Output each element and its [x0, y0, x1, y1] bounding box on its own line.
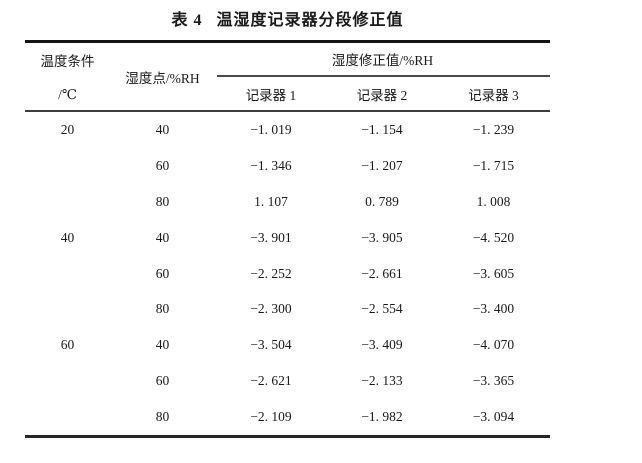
rh-cell: 60 [155, 265, 170, 281]
table-top-rule [25, 40, 550, 43]
rh-cell: 80 [155, 409, 170, 425]
recorder3-cell: −4. 070 [472, 337, 515, 353]
table-row: 80 −2. 300 −2. 554 −3. 400 [25, 291, 550, 327]
header-temp-condition: 温度条件 /℃ [25, 43, 110, 110]
header-recorder-1: 记录器 1 [245, 87, 297, 103]
recorder1-cell: −3. 901 [250, 229, 292, 245]
rh-cell: 60 [155, 157, 170, 173]
header-recorder-2: 记录器 2 [356, 87, 408, 103]
rh-cell: 40 [155, 229, 170, 245]
recorder2-cell: 0. 789 [365, 193, 399, 209]
table-row: 60 40 −3. 504 −3. 409 −4. 070 [25, 327, 550, 363]
table-caption: 表 4 温湿度记录器分段修正值 [25, 6, 550, 30]
rh-cell: 40 [155, 121, 170, 137]
table-row: 60 −2. 252 −2. 661 −3. 605 [25, 256, 550, 292]
recorder3-cell: −3. 365 [472, 373, 515, 389]
recorder2-cell: −1. 207 [361, 157, 403, 173]
recorder2-cell: −3. 409 [361, 337, 403, 353]
recorder3-cell: −4. 520 [472, 229, 515, 245]
recorder1-cell: −3. 504 [250, 337, 292, 353]
temp-cell: 60 [60, 337, 75, 353]
recorder3-cell: −3. 400 [472, 301, 515, 317]
group-header-rule [217, 75, 550, 77]
recorder1-cell: −1. 346 [250, 157, 292, 173]
table-caption-label: 表 4 [171, 12, 203, 29]
recorder2-cell: −1. 154 [361, 121, 403, 137]
table-row: 20 40 −1. 019 −1. 154 −1. 239 [25, 112, 550, 148]
recorder3-cell: −3. 094 [472, 409, 515, 425]
rh-cell: 80 [155, 193, 170, 209]
rh-cell: 80 [155, 301, 170, 317]
recorder1-cell: −1. 019 [250, 121, 292, 137]
rh-cell: 40 [155, 337, 170, 353]
recorder2-cell: −3. 905 [361, 229, 403, 245]
recorder2-cell: −2. 554 [361, 301, 403, 317]
table-body: 20 40 −1. 019 −1. 154 −1. 239 60 −1. 346… [25, 112, 550, 435]
table-caption-title: 温湿度记录器分段修正值 [216, 12, 404, 29]
table-row: 80 −2. 109 −1. 982 −3. 094 [25, 399, 550, 435]
table-row: 60 −1. 346 −1. 207 −1. 715 [25, 148, 550, 184]
recorder2-cell: −1. 982 [361, 409, 403, 425]
table-bottom-rule [25, 435, 550, 438]
recorder3-cell: 1. 008 [476, 193, 511, 209]
recorder2-cell: −2. 661 [361, 265, 403, 281]
data-table: 温度条件 /℃ 湿度点/%RH 湿度修正值/%RH 记录器 1 记录器 2 记录… [25, 40, 550, 438]
recorder3-cell: −1. 715 [472, 157, 515, 173]
header-bottom-rule [25, 110, 550, 112]
recorder3-cell: −1. 239 [472, 121, 515, 137]
header-recorder-3: 记录器 3 [468, 87, 519, 103]
header-correction-group: 湿度修正值/%RH [331, 53, 434, 68]
header-temp-condition-unit: /℃ [58, 87, 77, 102]
table-row: 40 40 −3. 901 −3. 905 −4. 520 [25, 220, 550, 256]
recorder1-cell: −2. 621 [250, 373, 292, 389]
header-humidity-point: 湿度点/%RH [125, 70, 200, 86]
recorder3-cell: −3. 605 [472, 265, 515, 281]
temp-cell: 40 [60, 229, 75, 245]
recorder2-cell: −2. 133 [361, 373, 403, 389]
table-row: 80 1. 107 0. 789 1. 008 [25, 184, 550, 220]
recorder1-cell: −2. 300 [250, 301, 292, 317]
temp-cell: 20 [60, 121, 75, 137]
table-row: 60 −2. 621 −2. 133 −3. 365 [25, 363, 550, 399]
recorder1-cell: 1. 107 [254, 193, 288, 209]
header-temp-condition-line1: 温度条件 [40, 54, 95, 69]
recorder1-cell: −2. 109 [250, 409, 292, 425]
recorder1-cell: −2. 252 [250, 265, 292, 281]
rh-cell: 60 [155, 373, 170, 389]
